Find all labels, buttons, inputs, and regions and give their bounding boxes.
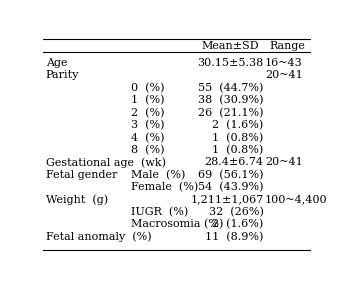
Text: 16~43: 16~43 (265, 58, 303, 68)
Text: Parity: Parity (46, 70, 79, 80)
Text: 55  (44.7%): 55 (44.7%) (198, 83, 264, 93)
Text: 1  (%): 1 (%) (131, 95, 165, 106)
Text: 1  (0.8%): 1 (0.8%) (213, 145, 264, 155)
Text: 3  (%): 3 (%) (131, 120, 165, 130)
Text: 20~41: 20~41 (265, 70, 303, 80)
Text: 54  (43.9%): 54 (43.9%) (198, 182, 264, 192)
Text: Mean±SD: Mean±SD (201, 41, 259, 51)
Text: 69  (56.1%): 69 (56.1%) (198, 170, 264, 180)
Text: 20~41: 20~41 (265, 157, 303, 167)
Text: 8  (%): 8 (%) (131, 145, 165, 155)
Text: 11  (8.9%): 11 (8.9%) (205, 232, 264, 242)
Text: Age: Age (46, 58, 67, 68)
Text: Female  (%): Female (%) (131, 182, 199, 192)
Text: 4  (%): 4 (%) (131, 132, 165, 143)
Text: Gestational age  (wk): Gestational age (wk) (46, 157, 166, 168)
Text: Weight  (g): Weight (g) (46, 194, 108, 205)
Text: 2  (1.6%): 2 (1.6%) (213, 219, 264, 230)
Text: 100~4,400: 100~4,400 (265, 194, 328, 205)
Text: Fetal anomaly  (%): Fetal anomaly (%) (46, 232, 151, 242)
Text: Macrosomia (%): Macrosomia (%) (131, 219, 224, 230)
Text: IUGR  (%): IUGR (%) (131, 207, 189, 217)
Text: 32  (26%): 32 (26%) (209, 207, 264, 217)
Text: Fetal gender: Fetal gender (46, 170, 117, 180)
Text: 0  (%): 0 (%) (131, 83, 165, 93)
Text: 1,211±1,067: 1,211±1,067 (190, 194, 264, 205)
Text: Range: Range (270, 41, 306, 51)
Text: 1  (0.8%): 1 (0.8%) (213, 132, 264, 143)
Text: 38  (30.9%): 38 (30.9%) (198, 95, 264, 106)
Text: 28.4±6.74: 28.4±6.74 (205, 157, 264, 167)
Text: 30.15±5.38: 30.15±5.38 (197, 58, 264, 68)
Text: 26  (21.1%): 26 (21.1%) (198, 108, 264, 118)
Text: Male  (%): Male (%) (131, 170, 186, 180)
Text: 2  (%): 2 (%) (131, 108, 165, 118)
Text: 2  (1.6%): 2 (1.6%) (213, 120, 264, 130)
